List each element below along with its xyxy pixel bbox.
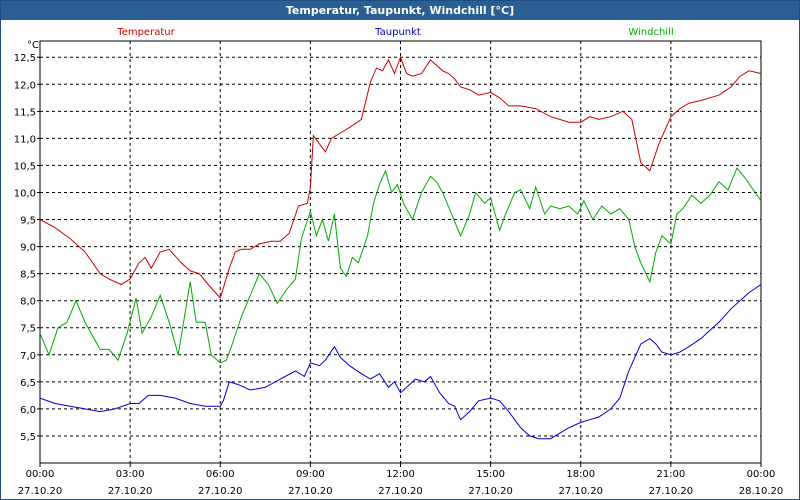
x-tick-time: 21:00 xyxy=(656,469,685,480)
x-tick-time: 18:00 xyxy=(566,469,595,480)
legend-windchill: Windchill xyxy=(628,27,673,38)
x-tick-time: 06:00 xyxy=(206,469,235,480)
x-tick-time: 15:00 xyxy=(476,469,505,480)
grid-lines xyxy=(40,41,761,463)
x-tick-date: 27.10.20 xyxy=(378,486,423,497)
y-tick-label: 8,0 xyxy=(20,297,36,308)
chart-title: Temperatur, Taupunkt, Windchill [°C] xyxy=(1,1,799,20)
y-tick-label: 9,5 xyxy=(20,216,36,227)
x-tick-date: 27.10.20 xyxy=(649,486,694,497)
series-line-temperatur xyxy=(39,55,762,299)
y-tick-label: 12,0 xyxy=(14,80,36,91)
legend-temperatur: Temperatur xyxy=(116,27,175,38)
y-axis-label: °C xyxy=(27,40,39,51)
x-tick-time: 00:00 xyxy=(747,469,776,480)
y-tick-label: 6,0 xyxy=(20,405,36,416)
x-tick-time: 03:00 xyxy=(116,469,145,480)
y-tick-label: 7,5 xyxy=(20,324,36,335)
x-tick-time: 12:00 xyxy=(386,469,415,480)
y-tick-label: 6,5 xyxy=(20,378,36,389)
x-tick-date: 27.10.20 xyxy=(558,486,603,497)
y-tick-label: 11,5 xyxy=(14,107,36,118)
x-tick-date: 27.10.20 xyxy=(108,486,153,497)
x-tick-time: 09:00 xyxy=(296,469,325,480)
y-tick-label: 10,5 xyxy=(14,161,36,172)
y-tick-label: 12,5 xyxy=(14,53,36,64)
y-tick-label: 10,0 xyxy=(14,188,36,199)
x-tick-date: 27.10.20 xyxy=(468,486,513,497)
y-tick-label: 7,0 xyxy=(20,351,36,362)
legend: Temperatur Taupunkt Windchill xyxy=(116,27,673,38)
x-axis-ticks: 00:00 27.10.20 03:00 27.10.20 06:00 27.10.20 0… xyxy=(18,463,784,497)
y-tick-label: 9,0 xyxy=(20,243,36,254)
x-tick-date: 27.10.20 xyxy=(198,486,243,497)
y-tick-label: 8,5 xyxy=(20,270,36,281)
series-lines xyxy=(39,55,762,440)
y-tick-label: 11,0 xyxy=(14,134,36,145)
series-line-windchill xyxy=(39,167,762,364)
x-tick-date: 27.10.20 xyxy=(288,486,333,497)
y-tick-label: 5,5 xyxy=(20,432,36,443)
x-tick-time: 00:00 xyxy=(26,469,55,480)
legend-taupunkt: Taupunkt xyxy=(374,27,421,38)
x-tick-date: 27.10.20 xyxy=(18,486,63,497)
series-line-taupunkt xyxy=(39,284,762,440)
x-tick-date: 28.10.20 xyxy=(739,486,784,497)
y-axis-ticks: 5,5 6,0 6,5 7,0 7,5 8,0 8,5 9,0 9,5 10,0 10,5 11,0 1… xyxy=(14,53,40,443)
